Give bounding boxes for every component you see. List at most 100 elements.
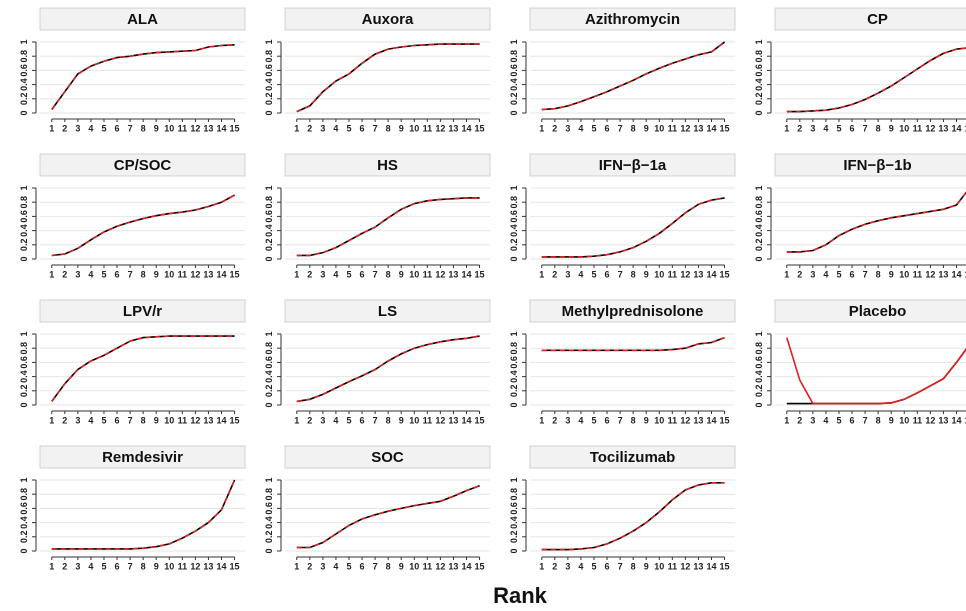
y-tick-label: 0.6 <box>264 64 274 77</box>
x-tick-label: 2 <box>797 269 802 279</box>
x-tick-label: 1 <box>539 415 544 425</box>
x-tick-label: 6 <box>360 269 365 279</box>
y-tick-label: 0.4 <box>754 224 764 237</box>
series-line <box>296 197 480 257</box>
x-tick-label: 9 <box>644 415 649 425</box>
x-tick-label: 7 <box>618 269 623 279</box>
x-tick-label: 2 <box>552 561 557 571</box>
panel-title: LS <box>378 303 397 320</box>
x-tick-label: 2 <box>62 269 67 279</box>
x-tick-label: 5 <box>101 269 106 279</box>
x-tick-label: 5 <box>346 415 351 425</box>
series-line <box>296 335 480 403</box>
y-tick-label: 0.2 <box>754 93 764 106</box>
x-tick-label: 8 <box>876 123 881 133</box>
y-tick-label: 0 <box>264 402 274 407</box>
x-tick-label: 14 <box>216 123 226 133</box>
series-line <box>296 335 480 403</box>
x-tick-label: 6 <box>605 123 610 133</box>
series-line <box>296 43 480 113</box>
x-tick-label: 15 <box>965 415 966 425</box>
y-tick-label: 0.8 <box>19 488 29 501</box>
title-box <box>774 299 966 323</box>
x-tick-label: 12 <box>190 123 200 133</box>
x-tick-label: 2 <box>307 123 312 133</box>
x-tick-label: 5 <box>591 415 596 425</box>
x-tick-label: 2 <box>797 123 802 133</box>
x-tick-label: 1 <box>539 561 544 571</box>
x-tick-label: 12 <box>435 269 445 279</box>
y-tick-label: 0 <box>264 256 274 261</box>
x-tick-label: 7 <box>618 561 623 571</box>
y-tick-label: 0.8 <box>264 342 274 355</box>
x-tick-label: 1 <box>539 123 544 133</box>
x-tick-label: 2 <box>307 415 312 425</box>
y-tick-label: 1 <box>509 39 519 44</box>
x-tick-label: 10 <box>654 123 664 133</box>
y-tick-label: 0 <box>509 110 519 115</box>
x-tick-label: 6 <box>115 415 120 425</box>
y-tick-label: 1 <box>19 39 29 44</box>
y-tick-label: 0.4 <box>754 78 764 91</box>
x-tick-label: 6 <box>115 561 120 571</box>
y-tick-label: 0.6 <box>19 502 29 515</box>
x-tick-label: 1 <box>294 123 299 133</box>
y-tick-label: 1 <box>754 185 764 190</box>
x-tick-label: 15 <box>720 415 730 425</box>
y-tick-label: 0.4 <box>509 370 519 383</box>
title-box <box>529 299 736 323</box>
y-tick-label: 0.6 <box>754 210 764 223</box>
x-tick-label: 3 <box>75 123 80 133</box>
x-tick-label: 9 <box>154 123 159 133</box>
x-tick-label: 13 <box>693 415 703 425</box>
series-line <box>51 44 235 110</box>
y-tick-label: 0.6 <box>509 356 519 369</box>
x-tick-label: 11 <box>423 561 433 571</box>
y-tick-label: 0 <box>19 110 29 115</box>
x-tick-label: 13 <box>693 123 703 133</box>
x-tick-label: 11 <box>668 269 678 279</box>
x-tick-label: 3 <box>320 415 325 425</box>
y-tick-label: 0.2 <box>19 531 29 544</box>
x-tick-label: 8 <box>631 415 636 425</box>
y-tick-label: 0.4 <box>264 78 274 91</box>
title-box <box>284 153 491 177</box>
x-tick-label: 1 <box>49 123 54 133</box>
x-tick-label: 7 <box>373 415 378 425</box>
y-tick-label: 1 <box>19 331 29 336</box>
x-tick-label: 8 <box>631 269 636 279</box>
y-tick-label: 0.4 <box>264 370 274 383</box>
x-tick-label: 11 <box>913 415 923 425</box>
series-line <box>296 484 480 549</box>
series-line <box>541 197 725 258</box>
y-tick-label: 0.8 <box>509 50 519 63</box>
y-tick-label: 0.2 <box>509 93 519 106</box>
x-tick-label: 7 <box>863 415 868 425</box>
x-tick-label: 3 <box>75 269 80 279</box>
x-tick-label: 11 <box>913 123 923 133</box>
x-tick-label: 10 <box>164 269 174 279</box>
x-tick-label: 8 <box>386 123 391 133</box>
y-tick-label: 0 <box>19 256 29 261</box>
y-tick-label: 0.6 <box>19 210 29 223</box>
title-box <box>39 445 246 469</box>
x-tick-label: 5 <box>836 415 841 425</box>
panel: LPV/r00.20.40.60.811 2 3 4 5 6 7 8 9 10 11 12 13 14 15 <box>19 299 246 425</box>
y-tick-label: 0.4 <box>19 516 29 529</box>
x-tick-label: 11 <box>178 123 188 133</box>
x-tick-label: 4 <box>333 561 338 571</box>
y-tick-label: 0.4 <box>509 78 519 91</box>
x-tick-label: 12 <box>925 415 935 425</box>
x-tick-label: 3 <box>810 123 815 133</box>
x-tick-label: 15 <box>230 123 240 133</box>
y-tick-label: 1 <box>754 331 764 336</box>
x-tick-label: 8 <box>631 123 636 133</box>
x-tick-label: 14 <box>216 561 226 571</box>
x-tick-label: 14 <box>706 561 716 571</box>
title-box <box>774 153 966 177</box>
x-tick-label: 15 <box>475 123 485 133</box>
